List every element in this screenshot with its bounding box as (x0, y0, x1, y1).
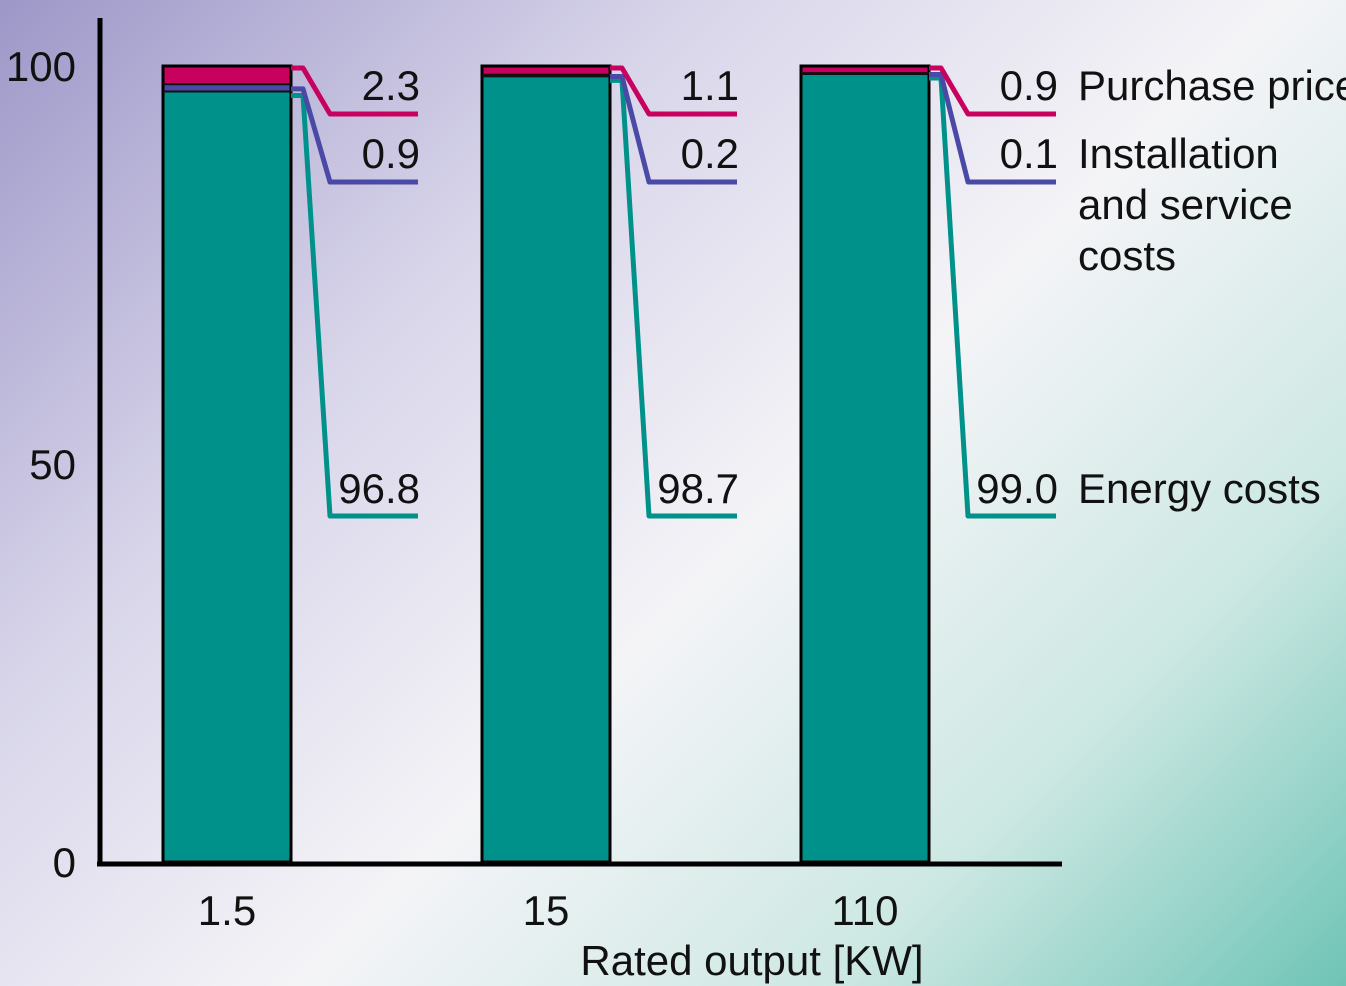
data-label: 1.1 (681, 62, 739, 109)
leader-line (291, 86, 418, 185)
leader-line (291, 65, 418, 117)
legend-label: Energy costs (1078, 465, 1321, 512)
legend: Purchase price Installation and service cos… (1078, 62, 1346, 512)
legend-label-line: Installation (1078, 130, 1279, 177)
leader-line (929, 72, 1056, 185)
y-tick-label: 100 (6, 43, 76, 90)
data-label: 0.9 (362, 130, 420, 177)
axes-layer: 1.5 15 110 0 50 100 (6, 18, 1062, 934)
legend-label-line: costs (1078, 232, 1176, 279)
legend-label-line: Energy costs (1078, 465, 1321, 512)
leader-line (291, 92, 418, 519)
legend-label: Installation and service costs (1078, 130, 1293, 279)
x-tick-label: 15 (523, 887, 570, 934)
y-tick-label: 0 (53, 839, 76, 886)
bar-segment (482, 66, 610, 75)
bar-segment (801, 66, 929, 74)
legend-label: Purchase price (1078, 62, 1346, 109)
bar-segment (163, 91, 291, 863)
bar-segment (801, 73, 929, 862)
data-label: 98.7 (657, 465, 739, 512)
value-labels-layer: 2.3 0.9 96.8 1.1 0.2 98.7 0.9 0.1 99.0 (338, 62, 1058, 512)
legend-label-line: Purchase price (1078, 62, 1346, 109)
bar-segment (163, 66, 291, 85)
legend-label-line: and service (1078, 181, 1293, 228)
bar-segment (163, 84, 291, 92)
data-label: 0.9 (1000, 62, 1058, 109)
y-tick-label: 50 (29, 441, 76, 488)
leader-lines-layer (291, 65, 1056, 519)
leader-line (610, 65, 737, 117)
data-label: 96.8 (338, 465, 420, 512)
leader-line (610, 74, 737, 185)
bar-segment (482, 76, 610, 862)
leader-line (929, 75, 1056, 519)
x-axis-title: Rated output [KW] (580, 937, 923, 984)
data-label: 0.2 (681, 130, 739, 177)
data-label: 0.1 (1000, 130, 1058, 177)
x-tick-label: 1.5 (198, 887, 256, 934)
leader-line (610, 77, 737, 519)
data-label: 99.0 (976, 465, 1058, 512)
x-tick-label: 110 (832, 887, 899, 934)
leader-line (929, 65, 1056, 117)
data-label: 2.3 (362, 62, 420, 109)
bars-layer (161, 64, 931, 864)
